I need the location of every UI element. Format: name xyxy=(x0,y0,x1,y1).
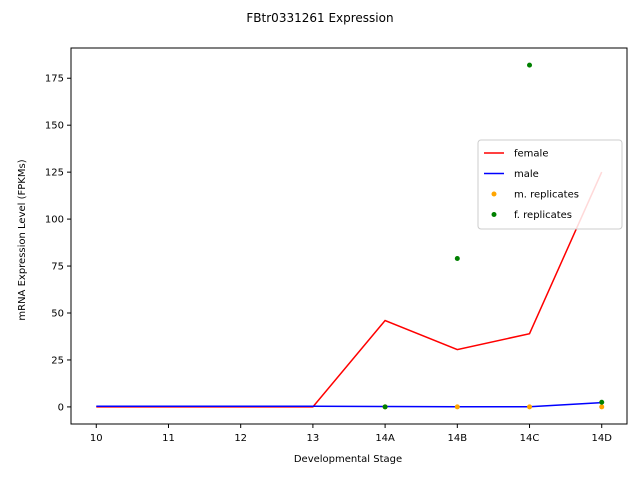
y-tick-label-150: 150 xyxy=(45,121,64,132)
y-tick-label-25: 25 xyxy=(51,355,64,366)
point-m-replicates-14B xyxy=(454,404,460,410)
legend-label-f-replicates: f. replicates xyxy=(514,210,572,221)
y-tick-label-175: 175 xyxy=(45,74,64,85)
point-f-replicates-14B xyxy=(454,256,460,262)
point-f-replicates-14A xyxy=(382,404,388,410)
legend-label-m-replicates: m. replicates xyxy=(514,190,579,201)
x-tick-label-12: 12 xyxy=(234,433,247,444)
axes-frame xyxy=(70,47,628,425)
legend-swatch-m-replicates xyxy=(491,191,497,197)
legend-label-female: female xyxy=(514,149,548,160)
legend-swatch-f-replicates xyxy=(491,212,497,217)
point-m-replicates-14C xyxy=(527,404,533,410)
x-tick-label-10: 10 xyxy=(90,433,103,444)
x-tick-label-14D: 14D xyxy=(592,433,613,444)
x-tick-label-14C: 14C xyxy=(520,433,540,444)
y-tick-label-50: 50 xyxy=(51,309,64,320)
x-tick-label-14B: 14B xyxy=(448,433,468,444)
x-axis-title: Developmental Stage xyxy=(294,454,402,465)
y-axis-title: mRNA Expression Level (FPKMs) xyxy=(17,159,28,320)
point-f-replicates-14C xyxy=(527,62,533,68)
y-tick-label-75: 75 xyxy=(51,262,64,273)
point-f-replicates-14D xyxy=(599,399,605,405)
series-line-male xyxy=(96,401,602,408)
x-tick-label-14A: 14A xyxy=(375,433,395,444)
point-m-replicates-14D xyxy=(599,404,605,410)
chart-title: FBtr0331261 Expression xyxy=(246,11,393,25)
legend: female male m. replicates f. replicates xyxy=(477,139,623,230)
plot-area: 10 11 12 13 14A 14B 14C 14D 0 25 50 75 100 125 150 175 xyxy=(45,47,628,444)
y-tick-label-125: 125 xyxy=(45,168,64,179)
y-tick-label-0: 0 xyxy=(58,402,64,413)
legend-label-male: male xyxy=(514,169,539,180)
y-tick-label-100: 100 xyxy=(45,215,64,226)
legend-box xyxy=(477,139,623,230)
x-tick-label-13: 13 xyxy=(307,433,320,444)
x-tick-label-11: 11 xyxy=(162,433,175,444)
